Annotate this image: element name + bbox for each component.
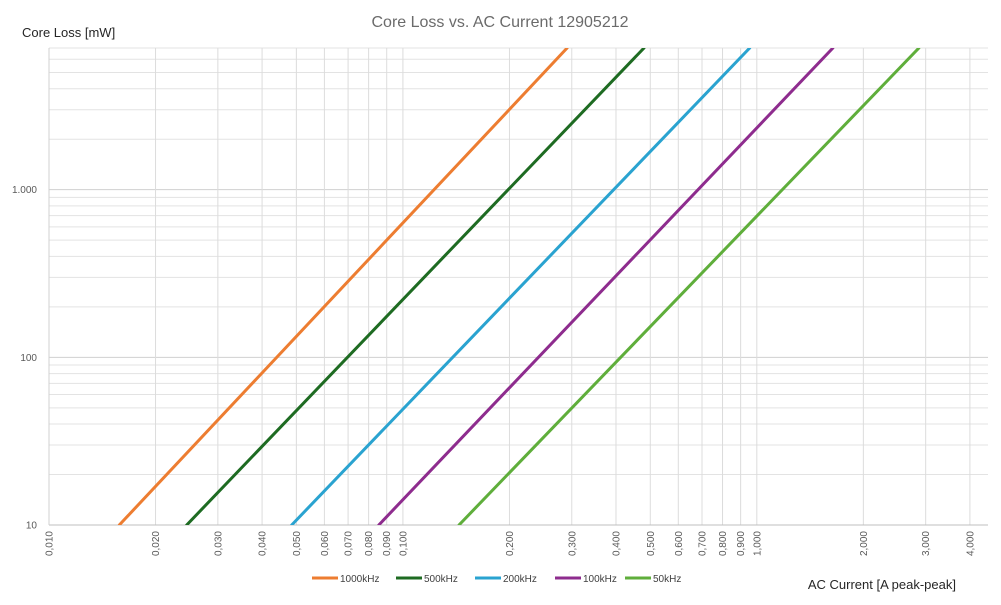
x-tick-label: 0,020 bbox=[151, 531, 162, 556]
x-tick-label: 0,100 bbox=[398, 531, 409, 556]
x-tick-label: 0,090 bbox=[382, 531, 393, 556]
x-tick-label: 0,050 bbox=[292, 531, 303, 556]
x-tick-label: 3,000 bbox=[921, 531, 932, 556]
x-tick-label: 1,000 bbox=[752, 531, 763, 556]
x-tick-label: 0,200 bbox=[505, 531, 516, 556]
series-line-100kHz bbox=[377, 48, 835, 525]
x-tick-label: 0,700 bbox=[697, 531, 708, 556]
x-tick-label: 0,400 bbox=[611, 531, 622, 556]
y-tick-label: 100 bbox=[20, 353, 37, 364]
y-tick-label: 10 bbox=[26, 521, 38, 532]
x-tick-label: 2,000 bbox=[859, 531, 870, 556]
grid bbox=[48, 47, 988, 526]
x-tick-label: 0,500 bbox=[646, 531, 657, 556]
legend-label-50kHz: 50kHz bbox=[653, 574, 681, 585]
series-lines bbox=[117, 48, 921, 525]
legend-label-1000kHz: 1000kHz bbox=[340, 574, 379, 585]
x-tick-label: 0,010 bbox=[45, 531, 56, 556]
legend-label-500kHz: 500kHz bbox=[424, 574, 458, 585]
x-tick-label: 0,070 bbox=[344, 531, 355, 556]
series-line-200kHz bbox=[290, 48, 752, 525]
x-tick-label: 0,080 bbox=[364, 531, 375, 556]
x-tick-label: 0,300 bbox=[567, 531, 578, 556]
x-tick-label: 0,600 bbox=[674, 531, 685, 556]
x-tick-label: 0,900 bbox=[736, 531, 747, 556]
x-tick-label: 0,030 bbox=[213, 531, 224, 556]
y-axis-ticks: 10 100 1.000 bbox=[12, 185, 37, 531]
series-line-1000kHz bbox=[117, 48, 569, 525]
legend-label-200kHz: 200kHz bbox=[503, 574, 537, 585]
legend-label-100kHz: 100kHz bbox=[583, 574, 617, 585]
x-tick-label: 4,000 bbox=[965, 531, 976, 556]
y-tick-label: 1.000 bbox=[12, 185, 37, 196]
x-tick-label: 0,800 bbox=[718, 531, 729, 556]
x-axis-title: AC Current [A peak-peak] bbox=[808, 577, 956, 592]
chart-title: Core Loss vs. AC Current 12905212 bbox=[371, 14, 628, 31]
x-tick-label: 0,040 bbox=[258, 531, 269, 556]
x-axis-ticks: 0,010 0,020 0,030 0,040 0,050 0,060 0,070 0,080… bbox=[45, 531, 977, 556]
series-line-50kHz bbox=[457, 48, 921, 525]
legend: 1000kHz 500kHz 200kHz 100kHz 50kHz bbox=[312, 574, 681, 585]
y-axis-title: Core Loss [mW] bbox=[22, 25, 115, 40]
series-line-500kHz bbox=[185, 48, 646, 525]
x-tick-label: 0,060 bbox=[320, 531, 331, 556]
